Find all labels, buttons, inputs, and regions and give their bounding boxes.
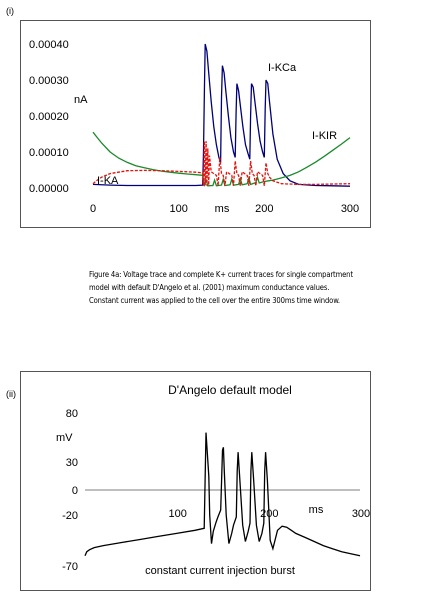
panel-ii-label: (ii) (6, 389, 16, 399)
panel-i-label: (i) (6, 6, 14, 16)
voltage-trace-frame (20, 371, 371, 591)
figure-caption: Figure 4a: Voltage trace and complete K+… (89, 270, 353, 305)
current-traces-frame (20, 20, 371, 228)
